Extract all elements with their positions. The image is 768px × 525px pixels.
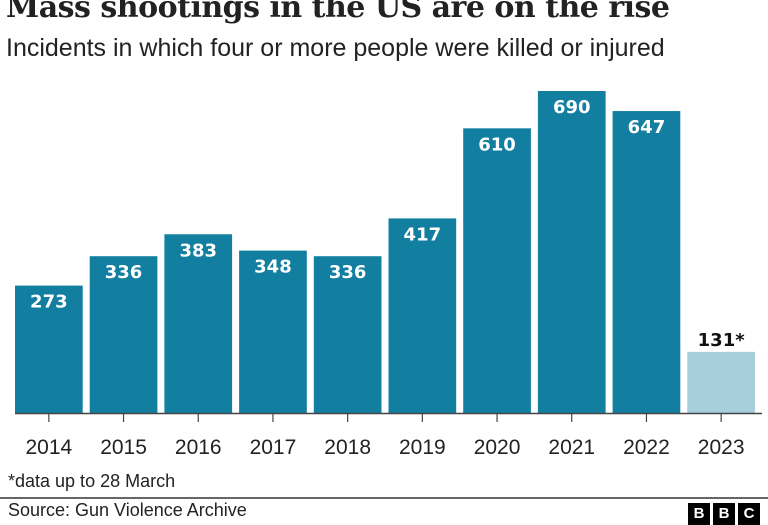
- x-tick-label-2015: 2015: [100, 436, 147, 459]
- data-label-2016: 383: [179, 240, 217, 261]
- data-label-2018: 336: [329, 262, 367, 283]
- data-label-2014: 273: [30, 292, 68, 313]
- bar-2019: [388, 218, 457, 413]
- data-label-2022: 647: [628, 117, 666, 138]
- data-label-2023: 131*: [698, 330, 746, 351]
- x-tick-label-2019: 2019: [399, 436, 446, 459]
- source-text: Source: Gun Violence Archive: [8, 500, 247, 520]
- data-label-2019: 417: [404, 224, 442, 245]
- bar-2016: [164, 234, 233, 413]
- bar-2020: [463, 128, 531, 414]
- x-tick-label-2018: 2018: [324, 436, 371, 459]
- data-label-2021: 690: [553, 97, 591, 118]
- x-tick-label-2014: 2014: [25, 436, 72, 459]
- bar-chart: 273 2014 336 2015 383 2016 348 2017 336 2018 417 20…: [15, 91, 762, 459]
- logo-letter-c: C: [738, 503, 760, 525]
- bar-2017: [239, 250, 307, 413]
- footnote: *data up to 28 March: [8, 471, 176, 491]
- x-tick-label-2023: 2023: [698, 436, 745, 459]
- chart-title: Mass shootings in the US are on the rise: [6, 0, 670, 25]
- x-tick-label-2020: 2020: [474, 436, 521, 459]
- x-tick-label-2022: 2022: [623, 436, 670, 459]
- bar-2018: [313, 256, 382, 413]
- data-label-2015: 336: [105, 262, 143, 283]
- bar-2014: [15, 285, 83, 413]
- bar-2022: [612, 111, 681, 414]
- logo-letter-b2: B: [713, 503, 735, 525]
- footer-divider: [0, 497, 768, 499]
- logo-letter-b1: B: [688, 503, 710, 525]
- x-tick-label-2021: 2021: [548, 436, 595, 459]
- bbc-logo: B B C: [688, 503, 760, 525]
- x-tick-label-2016: 2016: [175, 436, 222, 459]
- data-label-2017: 348: [254, 257, 292, 278]
- bar-2021: [537, 91, 606, 413]
- x-tick-label-2017: 2017: [250, 436, 297, 459]
- chart-subtitle: Incidents in which four or more people w…: [6, 34, 665, 62]
- data-label-2020: 610: [478, 134, 516, 155]
- bar-2023: [687, 351, 755, 413]
- bar-2015: [89, 256, 158, 413]
